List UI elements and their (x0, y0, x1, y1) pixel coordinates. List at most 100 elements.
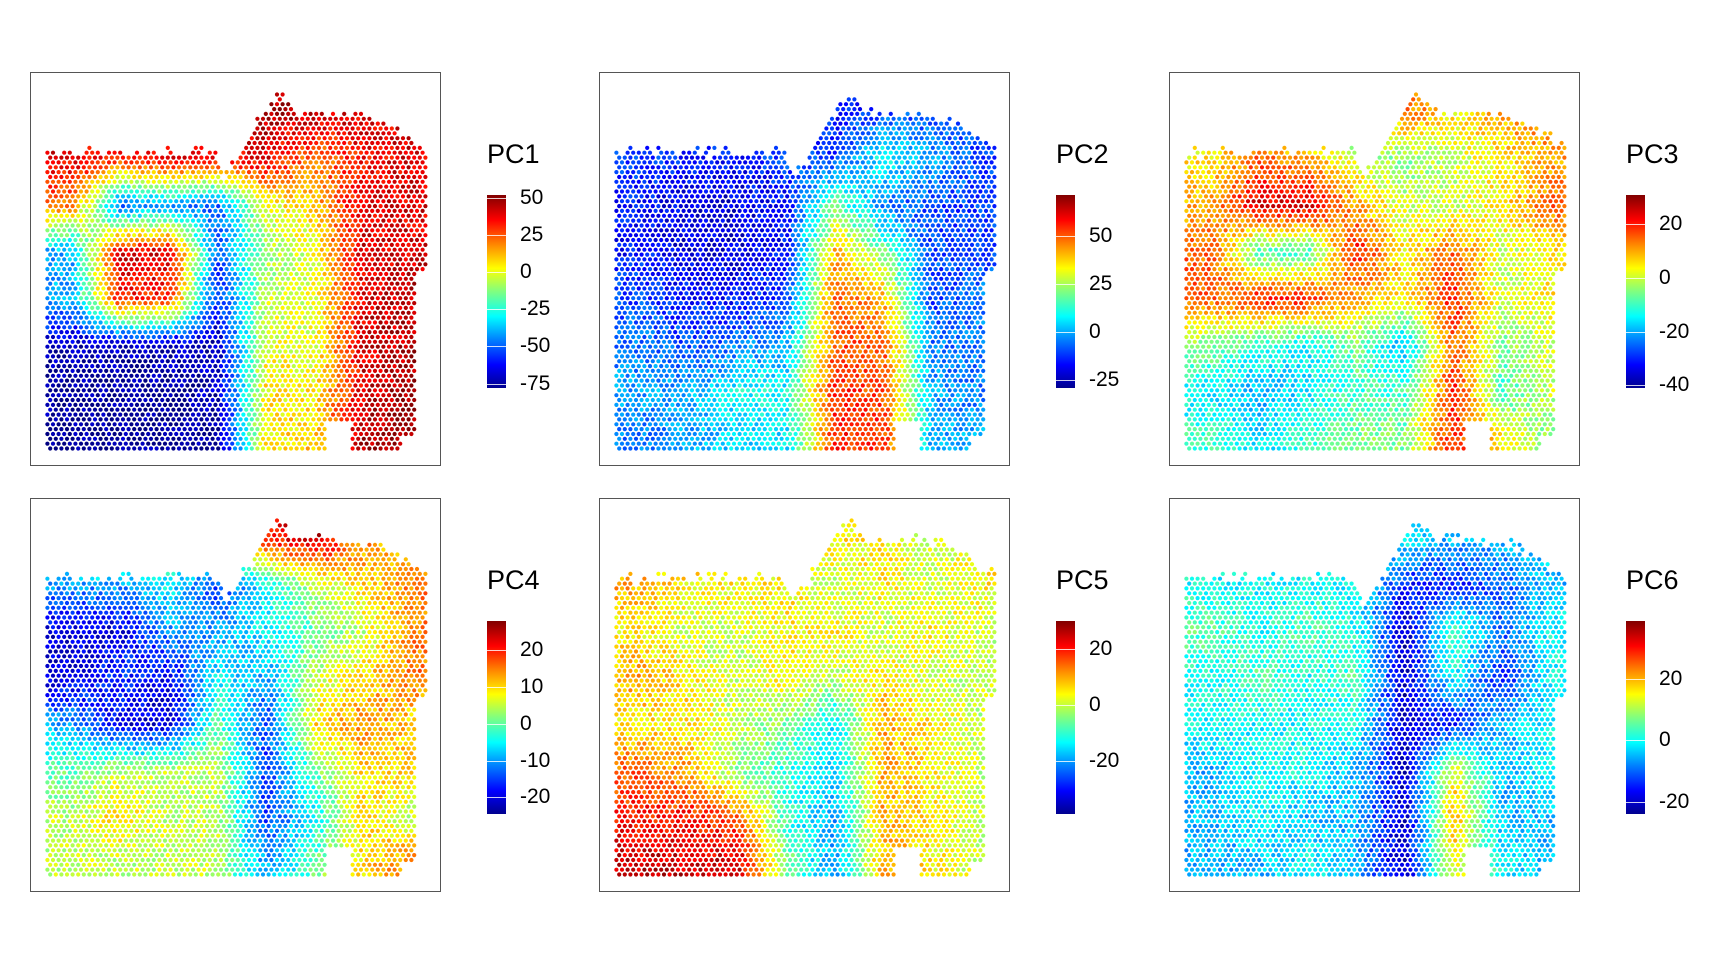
spot (132, 436, 137, 441)
spot (824, 126, 829, 131)
spot (291, 373, 296, 378)
spot (260, 397, 266, 403)
spot (151, 402, 156, 407)
spot (104, 349, 109, 354)
spot (174, 364, 179, 369)
spot (112, 422, 117, 427)
spot (221, 339, 226, 344)
spot (283, 262, 288, 267)
spot (356, 184, 361, 189)
spot (297, 170, 302, 175)
spot (67, 247, 72, 252)
spot (333, 242, 338, 247)
spot (305, 136, 310, 141)
spot (370, 199, 375, 204)
spot (241, 218, 246, 223)
spot (316, 136, 322, 141)
spot (398, 150, 403, 155)
spot (185, 402, 190, 407)
spot (336, 140, 341, 146)
spot (378, 339, 383, 344)
spot (308, 412, 313, 417)
spot (78, 402, 84, 407)
spot (378, 242, 383, 247)
spot (62, 150, 67, 155)
spot (361, 165, 366, 170)
spot (48, 165, 53, 170)
spot (64, 174, 70, 180)
spot (115, 417, 120, 422)
spot (148, 204, 154, 209)
spot (196, 179, 201, 184)
spot (140, 393, 145, 398)
spot (134, 441, 140, 446)
spot (109, 204, 114, 209)
spot (947, 126, 952, 131)
spot (81, 446, 86, 451)
spot (218, 441, 224, 446)
spot (162, 325, 168, 330)
spot (370, 218, 375, 223)
spot (888, 121, 893, 126)
spot (398, 383, 403, 388)
spot (104, 233, 109, 238)
spot (171, 223, 176, 228)
spot (297, 422, 302, 427)
spot (294, 330, 299, 335)
spot (300, 126, 305, 131)
spot (123, 305, 128, 310)
spot (375, 364, 380, 369)
spot (950, 179, 955, 184)
spot (698, 179, 703, 184)
spot (364, 364, 369, 369)
spot (625, 160, 630, 165)
spot (263, 393, 268, 398)
spot (266, 436, 271, 441)
spot (356, 155, 361, 160)
spot (398, 402, 403, 407)
spot (964, 145, 969, 150)
spot (112, 325, 117, 330)
spot (176, 165, 182, 170)
spot (73, 373, 78, 378)
spot (202, 412, 207, 417)
spot (76, 155, 81, 160)
spot (325, 267, 330, 272)
spot (852, 136, 857, 141)
spot (726, 160, 731, 165)
spot (148, 223, 154, 228)
spot (955, 150, 961, 155)
spot (375, 305, 380, 310)
spot (389, 446, 394, 451)
spot (916, 131, 921, 136)
spot (53, 359, 58, 364)
spot (328, 407, 333, 412)
spot (821, 160, 826, 165)
spot (95, 179, 100, 184)
spot (241, 189, 246, 194)
spot (841, 136, 846, 141)
spot (70, 310, 75, 315)
spot (230, 364, 235, 369)
spot (81, 310, 86, 315)
spot (157, 364, 162, 369)
spot (143, 252, 148, 257)
spot (227, 310, 232, 315)
spot (782, 170, 787, 175)
spot (628, 165, 633, 170)
spot (378, 330, 383, 335)
spot (129, 208, 134, 213)
spot (146, 422, 151, 427)
spot (294, 339, 299, 344)
spot (154, 194, 159, 199)
spot (179, 160, 184, 165)
spot (137, 368, 142, 373)
spot (787, 170, 793, 175)
spot (342, 325, 347, 330)
spot (174, 383, 179, 388)
spot (56, 383, 61, 388)
spot (347, 189, 352, 194)
spot (106, 325, 112, 330)
spot (619, 170, 625, 175)
spot (162, 189, 168, 194)
